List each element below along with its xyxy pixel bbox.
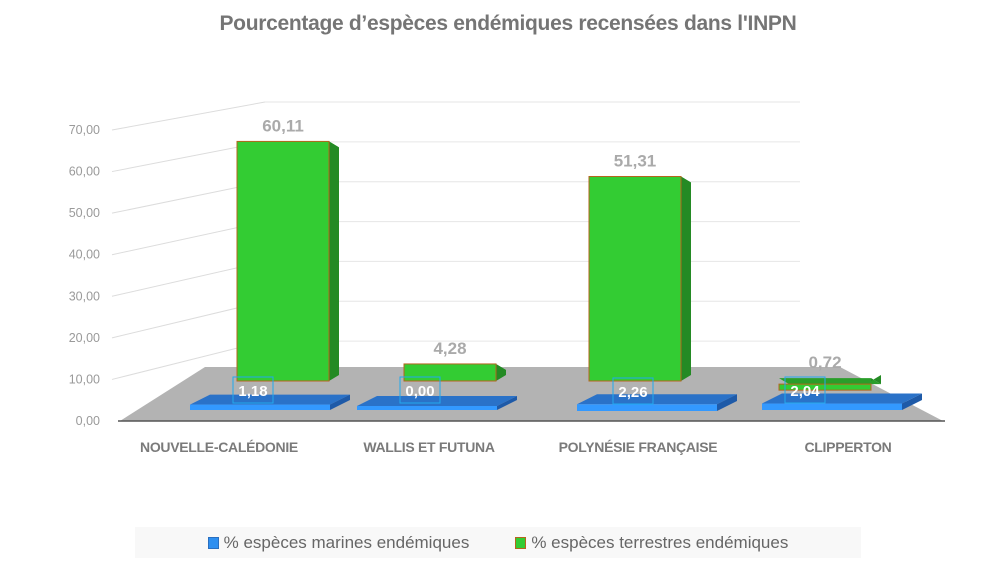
chart-legend: % espèces marines endémiques % espèces t…: [135, 527, 861, 558]
data-label-box-marine: [784, 376, 826, 404]
bar-marine-side: [717, 394, 737, 411]
data-label-terrestre: 51,31: [614, 151, 657, 170]
x-category-label: NOUVELLE-CALÉDONIE: [140, 439, 298, 455]
data-label-box-marine: [612, 377, 654, 405]
bar-marine-face: [190, 404, 330, 410]
x-category-label: WALLIS ET FUTUNA: [363, 439, 494, 455]
bar-marine-top: [190, 394, 350, 405]
bar-terrestre-face: [588, 175, 682, 382]
y-tick-label: 10,00: [69, 372, 100, 386]
chart-plot: 0,0010,0020,0030,0040,0050,0060,0070,00 …: [69, 101, 945, 455]
data-label-marine: 2,04: [790, 383, 820, 400]
data-label-marine: 0,00: [405, 383, 434, 400]
legend-swatch-terrestre: [515, 536, 527, 549]
bar-marine: [190, 394, 350, 410]
bar-marine: [357, 396, 517, 410]
bar-marine-face: [577, 404, 717, 411]
x-category-label: POLYNÉSIE FRANÇAISE: [559, 439, 718, 455]
bar-terrestre: [236, 140, 339, 382]
bar-terrestre-side: [681, 176, 691, 381]
bar-terrestre-side: [496, 363, 506, 381]
bar-marine-side: [497, 396, 517, 410]
legend-item-marine[interactable]: % espèces marines endémiques: [207, 532, 470, 553]
legend-label-marine: % espèces marines endémiques: [223, 532, 470, 552]
bar-marine-face: [762, 403, 902, 410]
legend-label-terrestre: % espèces terrestres endémiques: [531, 532, 789, 552]
data-label-marine: 2,26: [618, 384, 647, 401]
bar-marine-top: [577, 394, 737, 405]
x-category-label: CLIPPERTON: [805, 439, 892, 455]
bar-marine-side: [902, 393, 922, 410]
bar-terrestre: [588, 175, 691, 382]
y-tick-label: 70,00: [69, 123, 100, 137]
data-label-terrestre: 60,11: [262, 116, 304, 135]
data-label-box-marine: [232, 376, 274, 404]
y-tick-label: 20,00: [69, 331, 100, 345]
bar-terrestre-top: [779, 378, 881, 385]
y-tick-label: 0,00: [76, 414, 100, 428]
y-tick-label: 30,00: [69, 289, 100, 303]
chart-title: Pourcentage d’espèces endémiques recensé…: [219, 12, 797, 35]
y-tick-label: 60,00: [69, 165, 100, 179]
gridlines: [111, 101, 800, 380]
bar-marine-top: [762, 393, 922, 404]
bar-terrestre: [403, 363, 506, 382]
data-label-marine: 1,18: [238, 383, 267, 400]
bar-marine-side: [330, 394, 350, 410]
bar-terrestre-face: [236, 140, 330, 382]
bar-terrestre-side: [329, 141, 339, 381]
y-tick-label: 50,00: [69, 206, 100, 220]
legend-swatch-marine: [207, 536, 219, 549]
bar-terrestre-face: [403, 363, 497, 382]
data-label-box-marine: [399, 376, 441, 404]
gridline-side: [111, 101, 266, 131]
bar-marine: [762, 393, 922, 410]
data-label-terrestre: 0,72: [808, 353, 841, 372]
legend-item-terrestre[interactable]: % espèces terrestres endémiques: [515, 533, 788, 553]
data-label-terrestre: 4,28: [433, 339, 466, 358]
bar-marine-top: [357, 396, 517, 406]
bar-marine: [577, 394, 737, 411]
bar-terrestre-side: [871, 375, 881, 385]
y-tick-label: 40,00: [69, 248, 100, 262]
bar-marine-face: [357, 406, 497, 410]
